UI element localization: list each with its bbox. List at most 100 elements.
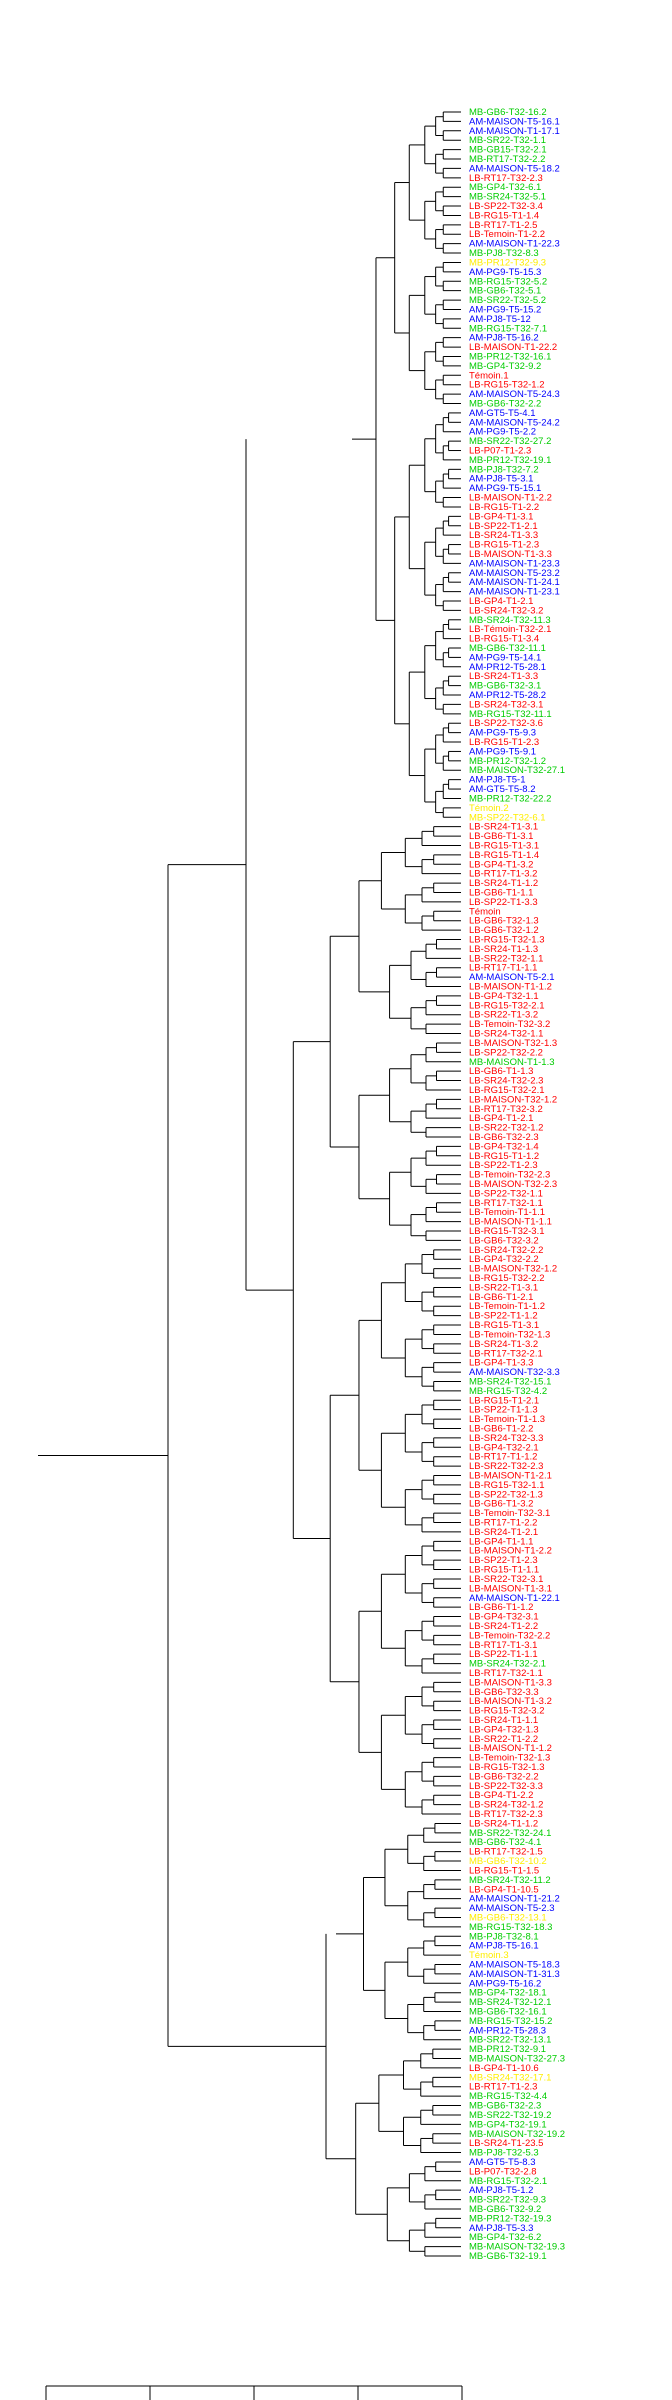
leaf-label: LB-MAISON-T1-1.2	[469, 1743, 552, 1754]
leaf-label: LB-SP22-T1-1.1	[469, 1649, 538, 1660]
leaf-label: LB-RG15-T1-2.3	[469, 540, 539, 551]
leaf-label: MB-SR24-T32-12.1	[469, 1997, 551, 2008]
leaf-label: MB-GB6-T32-19.1	[469, 2251, 547, 2262]
leaf-label: LB-GB6-T1-1.1	[469, 887, 533, 898]
leaf-label: AM-PJ8-T5-1.2	[469, 2185, 533, 2196]
leaf-label: LB-SR22-T32-1.1	[469, 953, 543, 964]
leaf-label: LB-GP4-T1-3.2	[469, 859, 533, 870]
leaf-label: MB-SR24-T32-2.1	[469, 1659, 546, 1670]
leaf-label: LB-RG15-T1-3.1	[469, 840, 539, 851]
leaf-label: MB-RT17-T32-2.2	[469, 154, 545, 165]
leaf-label: MB-GP4-T32-6.2	[469, 2232, 541, 2243]
leaf-label: LB-GB6-T1-1.2	[469, 1602, 533, 1613]
leaf-label: LB-MAISON-T1-3.3	[469, 549, 552, 560]
leaf-label: LB-RG15-T32-3.1	[469, 1226, 545, 1237]
leaf-label: AM-MAISON-T5-24.2	[469, 417, 560, 428]
leaf-label: LB-SP22-T32-1.1	[469, 1188, 543, 1199]
leaf-label: LB-RT17-T32-2.3	[469, 173, 543, 184]
leaf-label: LB-GB6-T32-3.3	[469, 1687, 539, 1698]
leaf-label: LB-RT17-T1-1.1	[469, 963, 537, 974]
leaf-label: MB-PR12-T32-9.1	[469, 2044, 546, 2055]
leaf-label: MB-GB6-T32-13.1	[469, 1912, 547, 1923]
leaf-label: MB-RG15-T32-4.4	[469, 2091, 547, 2102]
leaf-label: LB-SR24-T1-1.3	[469, 944, 538, 955]
leaf-label: LB-GB6-T1-2.2	[469, 1423, 533, 1434]
leaf-label: Témoin.1	[469, 370, 509, 381]
leaf-label: LB-SP22-T32-2.2	[469, 1047, 543, 1058]
leaf-label: AM-MAISON-T5-18.3	[469, 1959, 560, 1970]
leaf-label: LB-RG15-T1-1.4	[469, 850, 539, 861]
leaf-label: MB-GB15-T32-2.1	[469, 145, 547, 156]
leaf-label: AM-PJ8-T5-3.3	[469, 2223, 533, 2234]
leaf-label: LB-MAISON-T1-1.1	[469, 1217, 552, 1228]
leaf-label: LB-SR24-T32-3.1	[469, 699, 543, 710]
leaf-label: MB-PJ8-T32-8.3	[469, 248, 539, 259]
leaf-label: AM-PG9-T5-9.1	[469, 746, 536, 757]
leaf-label: AM-PR12-T5-28.1	[469, 662, 546, 673]
leaf-label: LB-RT17-T1-2.3	[469, 2082, 537, 2093]
leaf-label: AM-MAISON-T1-22.1	[469, 1593, 560, 1604]
leaf-label: LB-RT17-T1-3.2	[469, 869, 537, 880]
leaf-label: MB-RG15-T32-4.2	[469, 1386, 547, 1397]
leaf-label: MB-MAISON-T32-27.1	[469, 765, 565, 776]
leaf-label: LB-GP4-T1-2.2	[469, 1790, 533, 1801]
leaf-label: LB-SR24-T1-3.1	[469, 822, 538, 833]
leaf-label: LB-GP4-T32-2.1	[469, 1442, 539, 1453]
leaf-label: LB-SR24-T1-1.2	[469, 1818, 538, 1829]
leaf-label: MB-PJ8-T32-8.1	[469, 1931, 539, 1942]
leaf-label: LB-RG15-T32-2.1	[469, 1000, 545, 1011]
leaf-label: MB-GB6-T32-10.2	[469, 1856, 547, 1867]
leaf-label: LB-Temoin-T32-2.2	[469, 1630, 550, 1641]
leaf-label: AM-MAISON-T5-18.2	[469, 163, 560, 174]
leaf-label: AM-MAISON-T5-23.2	[469, 568, 560, 579]
leaf-label: LB-SR24-T1-3.2	[469, 1339, 538, 1350]
leaf-label: LB-SP22-T1-2.3	[469, 1160, 538, 1171]
leaf-label: MB-RG15-T32-5.2	[469, 276, 547, 287]
leaf-label: MB-PR12-T32-22.2	[469, 793, 551, 804]
leaf-label: MB-GP4-T32-18.1	[469, 1988, 547, 1999]
leaf-label: LB-SR22-T1-3.2	[469, 1010, 538, 1021]
leaf-label: LB-SR24-T32-1.2	[469, 1800, 543, 1811]
leaf-label: LB-SR24-T1-2.1	[469, 1527, 538, 1538]
leaf-label: LB-SR22-T32-3.1	[469, 1574, 543, 1585]
leaf-label: LB-SP22-T1-2.1	[469, 521, 538, 532]
leaf-label: MB-RG15-T32-18.3	[469, 1922, 552, 1933]
leaf-label: LB-GP4-T32-3.1	[469, 1612, 539, 1623]
leaf-label: MB-GP4-T32-6.1	[469, 182, 541, 193]
leaf-label: MB-RG15-T32-11.1	[469, 709, 552, 720]
leaf-label: LB-SP22-T1-1.3	[469, 1405, 538, 1416]
leaf-label: Témoin.3	[469, 1950, 509, 1961]
leaf-label: LB-SR24-T1-1.1	[469, 1715, 538, 1726]
leaf-label: AM-GT5-T5-8.2	[469, 784, 536, 795]
leaf-label: MB-PR12-T32-16.1	[469, 351, 551, 362]
leaf-label: LB-RT17-T1-2.5	[469, 220, 537, 231]
leaf-label: LB-SP22-T32-3.3	[469, 1781, 543, 1792]
leaf-label: MB-SR22-T32-13.1	[469, 2035, 551, 2046]
leaf-label: MB-GB6-T32-2.2	[469, 399, 541, 410]
dendrogram-branches	[38, 111, 461, 2257]
leaf-label: LB-Temoin-T1-1.2	[469, 1301, 545, 1312]
leaf-label: LB-RT17-T1-1.2	[469, 1452, 537, 1463]
leaf-label: LB-GP4-T32-1.4	[469, 1141, 539, 1152]
leaf-label: LB-RG15-T1-1.2	[469, 1151, 539, 1162]
leaf-label: LB-SR24-T32-3.2	[469, 605, 543, 616]
x-axis	[45, 2385, 463, 2400]
leaf-label: AM-PG9-T5-15.2	[469, 304, 541, 315]
leaf-label: MB-SR24-T32-5.1	[469, 192, 546, 203]
leaf-label: LB-RG15-T1-1.1	[469, 1565, 539, 1576]
leaf-label: MB-SR24-T32-11.2	[469, 1875, 551, 1886]
leaf-label: MB-SR22-T32-9.3	[469, 2195, 546, 2206]
leaf-label: LB-MAISON-T32-1.2	[469, 1264, 557, 1275]
leaf-label: LB-SR24-T32-1.1	[469, 1029, 543, 1040]
leaf-label: MB-RG15-T32-7.1	[469, 323, 547, 334]
leaf-label: LB-P07-T32-2.8	[469, 2166, 537, 2177]
leaf-label: LB-Témoin-T32-2.1	[469, 624, 551, 635]
leaf-label: MB-PR12-T32-1.2	[469, 756, 546, 767]
leaf-label: LB-GP4-T32-2.2	[469, 1254, 539, 1265]
leaf-label: MB-PJ8-T32-5.3	[469, 2148, 539, 2159]
leaf-label: AM-PG9-T5-14.1	[469, 652, 541, 663]
leaf-label: MB-SR24-T32-15.1	[469, 1376, 551, 1387]
leaf-label: LB-SR22-T32-2.3	[469, 1461, 543, 1472]
leaf-label: Témoin.2	[469, 803, 509, 814]
